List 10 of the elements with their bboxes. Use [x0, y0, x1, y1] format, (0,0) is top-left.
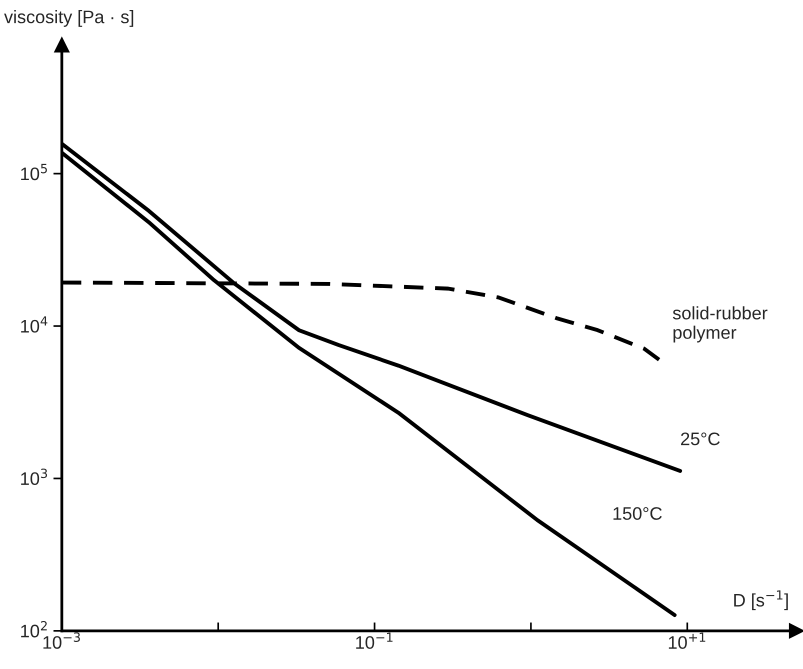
x-tick-label: 10$^{−1}$ — [356, 632, 393, 649]
x-tick-label: 10$^{+1}$ — [668, 632, 706, 649]
x-axis-title: D [s$^{−1}$] — [734, 590, 788, 610]
y-tick-label: 10$^{4}$ — [21, 316, 48, 333]
text: 150°C — [614, 507, 662, 520]
y-axis-title: viscosity [Pa · s] — [4, 10, 134, 27]
y-tick-label: 10$^{3}$ — [21, 468, 48, 486]
y-tick-label: 10$^{5}$ — [21, 164, 47, 180]
series-label: 25°C — [681, 432, 720, 446]
series-label: solid-rubber polymer — [672, 306, 768, 342]
